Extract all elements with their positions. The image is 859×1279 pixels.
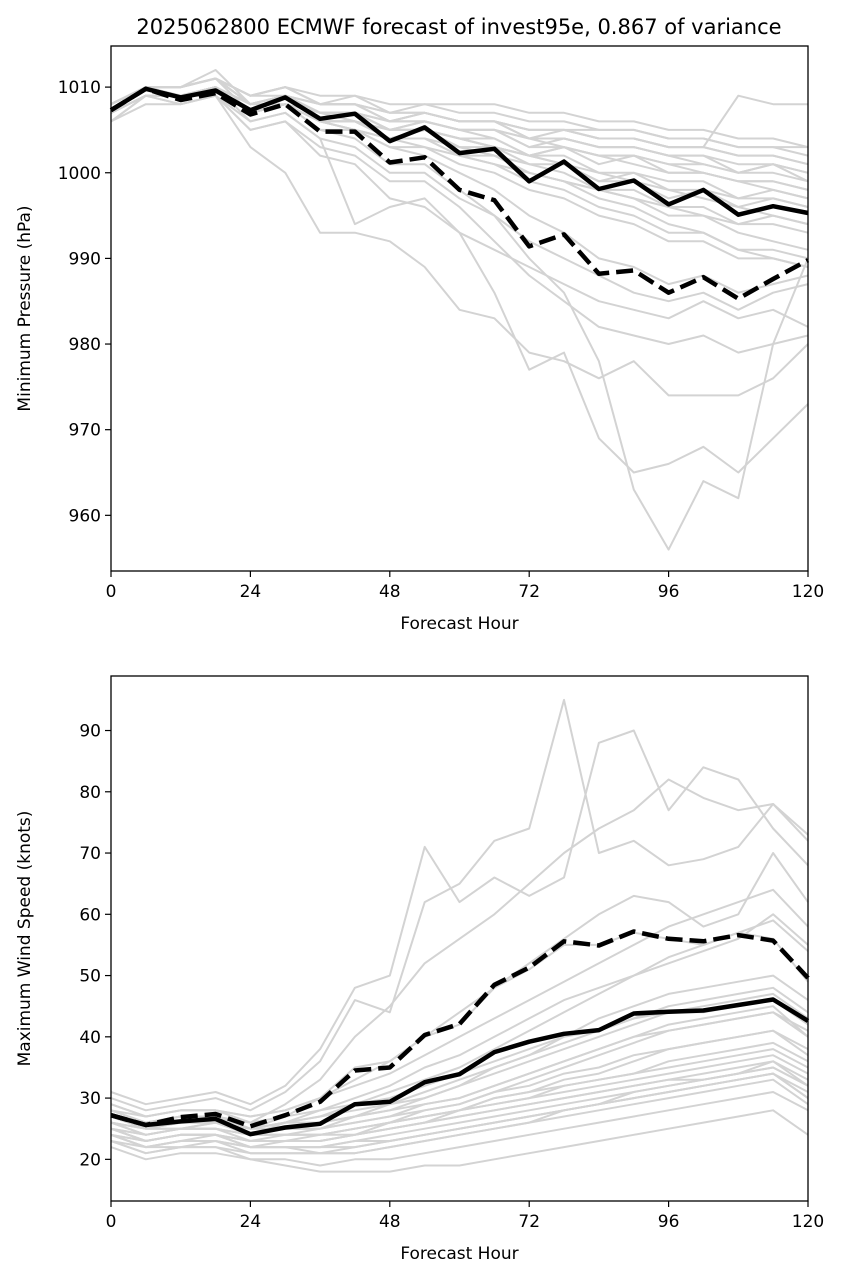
pressure-member-line [110,94,809,397]
pressure-highlight-series [109,86,810,301]
wind-member-line [110,1109,809,1173]
wind-member-line [110,1041,809,1142]
pressure-member-line [110,94,809,328]
pressure-x-tick-label: 24 [240,582,262,602]
pressure-x-tick-label: 48 [379,582,401,602]
wind-ensemble-members [110,698,809,1173]
wind-member-line [110,729,809,1106]
pressure-y-tick-label: 970 [69,421,101,441]
wind-x-tick-label: 48 [379,1212,401,1232]
pressure-ensemble-members [110,69,809,551]
wind-solid-line [110,997,810,1137]
wind-panel: 0 24 48 72 96 120 20 30 40 50 60 70 80 90 Forecast Hou… [15,675,824,1264]
figure-title: 2025062800 ECMWF forecast of invest95e, … [136,15,781,39]
wind-y-tick-label: 90 [79,722,101,742]
wind-member-line [110,778,809,1124]
wind-member-line [110,1078,809,1155]
wind-member-line [110,852,809,1118]
pressure-y-tick-label: 1000 [58,164,101,184]
wind-member-line [110,919,809,1130]
wind-x-tick-label: 96 [658,1212,680,1232]
pressure-x-tick-label: 96 [658,582,680,602]
pressure-y-tick-label: 980 [69,335,101,355]
wind-y-tick-label: 60 [79,905,101,925]
pressure-y-tick-label: 960 [69,506,101,526]
wind-x-tick-label: 120 [792,1212,824,1232]
wind-member-line [110,1011,809,1136]
wind-x-axis-label: Forecast Hour [400,1244,518,1264]
pressure-x-tick-label: 120 [792,582,824,602]
pressure-y-axis-label: Minimum Pressure (hPa) [15,205,35,411]
wind-dashed-line [110,929,810,1129]
wind-member-line [110,1072,809,1149]
wind-member-line [110,1091,809,1167]
wind-y-tick-label: 80 [79,783,101,803]
wind-plot-frame [110,675,809,1202]
wind-x-tick-label: 24 [240,1212,262,1232]
wind-x-tick-label: 72 [518,1212,540,1232]
pressure-solid-line [109,86,809,217]
wind-member-line [110,1066,809,1149]
pressure-y-tick-label: 1010 [58,78,101,98]
wind-member-line [110,698,809,1112]
wind-y-tick-label: 40 [79,1028,101,1048]
pressure-plot-frame [110,45,809,572]
pressure-panel: 0 24 48 72 96 120 960 970 980 990 1000 1010 Forecast… [15,45,824,634]
pressure-axes: 0 24 48 72 96 120 960 970 980 990 1000 1010 Forecast… [15,45,824,634]
wind-y-tick-label: 30 [79,1089,101,1109]
wind-y-tick-label: 50 [79,967,101,987]
pressure-member-line [110,77,808,149]
pressure-x-tick-label: 72 [518,582,540,602]
pressure-y-tick-label: 990 [69,249,101,269]
wind-y-axis-label: Maximum Wind Speed (knots) [15,811,35,1067]
wind-axes: 0 24 48 72 96 120 20 30 40 50 60 70 80 90 Forecast Hou… [15,675,824,1264]
wind-y-tick-label: 20 [79,1150,101,1170]
pressure-dashed-line [109,86,810,301]
wind-highlight-series [110,929,810,1137]
pressure-x-axis-label: Forecast Hour [400,614,518,634]
wind-y-tick-label: 70 [79,844,101,864]
pressure-x-tick-label: 0 [106,582,117,602]
wind-x-tick-label: 0 [106,1212,117,1232]
pressure-member-line [110,77,809,191]
pressure-member-line [110,94,809,311]
